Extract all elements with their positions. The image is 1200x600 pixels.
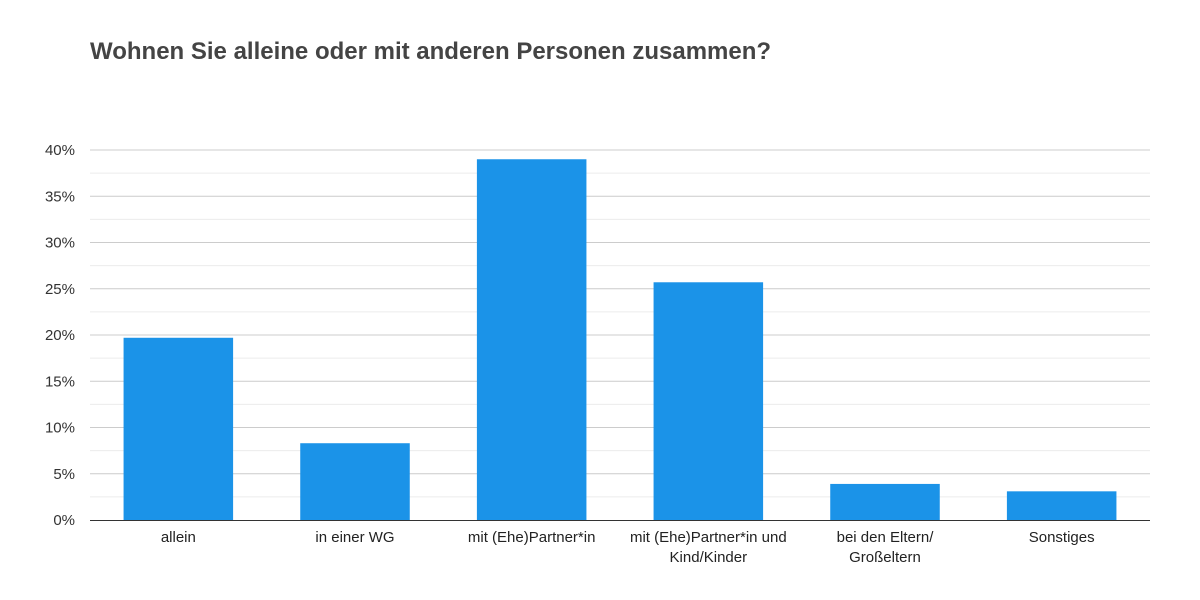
y-tick-label: 40% bbox=[45, 142, 75, 159]
bar bbox=[476, 159, 587, 520]
y-tick-label: 20% bbox=[45, 327, 75, 344]
x-tick-label: Sonstiges bbox=[1029, 529, 1095, 546]
x-tick-label: in einer WG bbox=[315, 529, 394, 546]
bar bbox=[830, 483, 940, 520]
x-tick-label: mit (Ehe)Partner*in und Kind/Kinder bbox=[630, 529, 787, 566]
y-tick-label: 0% bbox=[53, 512, 75, 529]
x-axis-labels: allein in einer WG mit (Ehe)Partner*in mit … bbox=[161, 529, 1095, 566]
bar bbox=[300, 443, 410, 520]
grid-lines bbox=[90, 149, 1150, 498]
bar bbox=[123, 337, 234, 520]
y-axis-ticks: 0% 5% 10% 15% 20% 25% 30% 35% 40% bbox=[45, 142, 75, 529]
y-tick-label: 15% bbox=[45, 373, 75, 390]
bars bbox=[123, 159, 1117, 520]
bar bbox=[1006, 491, 1117, 520]
y-tick-label: 25% bbox=[45, 281, 75, 298]
y-tick-label: 30% bbox=[45, 235, 75, 252]
x-tick-label: bei den Eltern/Großeltern bbox=[837, 529, 935, 566]
y-tick-label: 5% bbox=[53, 466, 75, 483]
x-tick-label: mit (Ehe)Partner*in bbox=[468, 529, 596, 546]
y-tick-label: 35% bbox=[45, 188, 75, 205]
x-tick-label: allein bbox=[161, 529, 196, 546]
y-tick-label: 10% bbox=[45, 420, 75, 437]
chart-title: Wohnen Sie alleine oder mit anderen Pers… bbox=[90, 38, 771, 65]
bar bbox=[653, 282, 764, 520]
